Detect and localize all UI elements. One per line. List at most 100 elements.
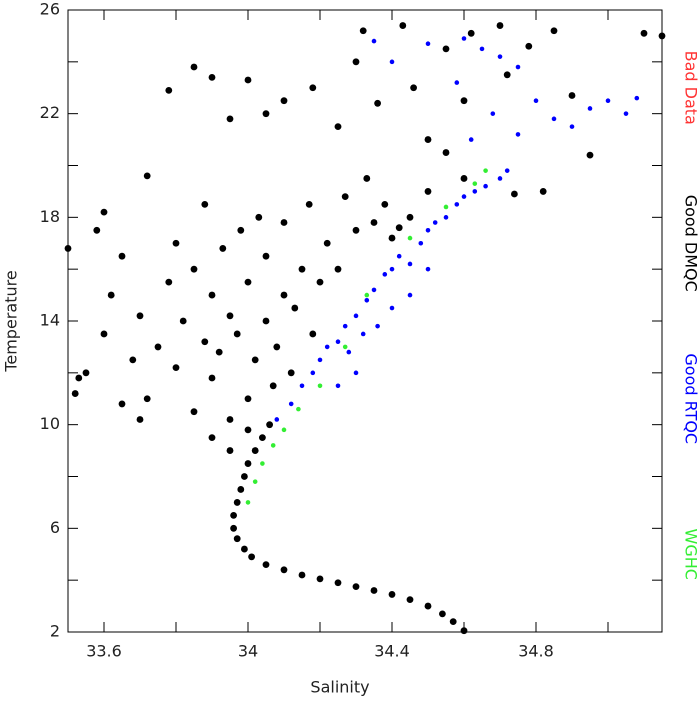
point	[335, 266, 342, 273]
point	[365, 298, 370, 303]
point	[335, 123, 342, 130]
point	[624, 111, 629, 116]
point	[209, 434, 216, 441]
point	[173, 364, 180, 371]
point	[317, 279, 324, 286]
point	[209, 375, 216, 382]
point	[248, 553, 255, 560]
point	[317, 575, 324, 582]
point	[180, 318, 187, 325]
point	[230, 512, 237, 519]
point	[271, 443, 276, 448]
point	[291, 305, 298, 312]
point	[252, 447, 259, 454]
point	[191, 408, 198, 415]
point	[399, 22, 406, 29]
point	[410, 84, 417, 91]
point	[342, 193, 349, 200]
point	[72, 390, 79, 397]
point	[165, 279, 172, 286]
point	[241, 473, 248, 480]
point	[260, 461, 265, 466]
point	[318, 358, 323, 363]
point	[407, 214, 414, 221]
point	[525, 43, 532, 50]
point	[270, 382, 277, 389]
point	[237, 227, 244, 234]
point	[245, 426, 252, 433]
point	[173, 240, 180, 247]
point	[375, 324, 380, 329]
legend-entry: Good DMQC	[682, 195, 700, 292]
point	[101, 331, 108, 338]
point	[119, 401, 126, 408]
point	[255, 214, 262, 221]
point	[551, 27, 558, 34]
point	[299, 572, 306, 579]
point	[390, 267, 395, 272]
point	[397, 254, 402, 259]
point	[234, 331, 241, 338]
point	[335, 579, 342, 586]
point	[516, 65, 521, 70]
point	[408, 262, 413, 267]
point	[408, 236, 413, 241]
x-tick-label: 34.4	[374, 642, 410, 661]
point	[462, 36, 467, 41]
point	[372, 288, 377, 293]
point	[245, 395, 252, 402]
y-tick-label: 10	[40, 414, 60, 433]
point	[201, 338, 208, 345]
point	[469, 137, 474, 142]
point	[275, 417, 280, 422]
point	[263, 110, 270, 117]
point	[101, 209, 108, 216]
point	[353, 583, 360, 590]
point	[390, 306, 395, 311]
point	[468, 30, 475, 37]
legend-entry: WGHC	[682, 529, 700, 580]
point	[227, 312, 234, 319]
point	[282, 428, 287, 433]
point	[336, 383, 341, 388]
point	[455, 202, 460, 207]
point	[426, 267, 431, 272]
point	[473, 181, 478, 186]
point	[263, 318, 270, 325]
point	[381, 201, 388, 208]
point	[461, 627, 468, 634]
point	[361, 332, 366, 337]
y-tick-label: 14	[40, 311, 60, 330]
point	[444, 215, 449, 220]
point	[425, 136, 432, 143]
point	[425, 188, 432, 195]
point	[483, 168, 488, 173]
point	[227, 115, 234, 122]
point	[641, 30, 648, 37]
point	[299, 266, 306, 273]
point	[246, 500, 251, 505]
point	[155, 344, 162, 351]
point	[498, 176, 503, 181]
point	[209, 292, 216, 299]
point	[461, 175, 468, 182]
point	[237, 486, 244, 493]
point	[374, 100, 381, 107]
point	[281, 97, 288, 104]
point	[426, 41, 431, 46]
point	[234, 535, 241, 542]
point	[353, 58, 360, 65]
point	[659, 33, 666, 40]
point	[443, 45, 450, 52]
point	[425, 603, 432, 610]
point	[569, 92, 576, 99]
point	[253, 479, 258, 484]
point	[318, 383, 323, 388]
point	[281, 566, 288, 573]
point	[281, 292, 288, 299]
point	[263, 253, 270, 260]
point	[288, 369, 295, 376]
point	[325, 345, 330, 350]
point	[144, 172, 151, 179]
point	[426, 228, 431, 233]
